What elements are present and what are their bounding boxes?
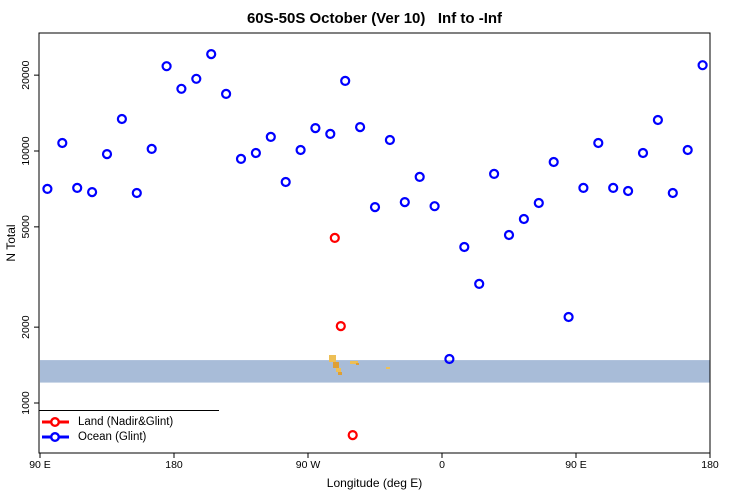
y-tick-label: 2000 [20, 315, 32, 339]
ocean-data-point [652, 114, 664, 126]
land-data-point [347, 430, 358, 441]
y-tick-label: 1000 [20, 391, 32, 415]
highlight-band [40, 360, 710, 383]
ocean-data-point [369, 202, 381, 213]
ocean-data-point [593, 137, 604, 149]
land-legend-symbol-icon [42, 416, 69, 427]
ocean-data-point [533, 197, 544, 209]
x-tick-label: 0 [439, 459, 445, 471]
chart-title: 60S-50S October (Ver 10) Inf to -Inf [246, 10, 503, 27]
ocean-data-point [101, 149, 113, 160]
y-axis-title: N Total [4, 224, 18, 262]
x-tick-label: 90 W [296, 459, 321, 471]
ocean-data-point [146, 143, 157, 154]
ocean-data-point [86, 187, 98, 198]
ocean-data-point [518, 213, 530, 225]
artifact-mark [336, 368, 341, 372]
ocean-data-point [72, 182, 83, 193]
artifact-mark [356, 363, 359, 365]
artifact-mark [386, 367, 390, 369]
ocean-data-point [191, 73, 202, 84]
x-tick-label: 90 E [29, 459, 51, 471]
ocean-data-point [206, 48, 217, 60]
ocean-data-point [265, 131, 276, 142]
y-tick-label: 20000 [20, 60, 32, 89]
ocean-data-point [131, 187, 142, 199]
ocean-data-point [399, 197, 410, 208]
ocean-data-point [622, 185, 634, 197]
ocean-data-point [503, 229, 515, 241]
ocean-data-point [340, 75, 351, 87]
ocean-data-point [176, 83, 187, 94]
ocean-data-point [116, 113, 128, 125]
legend-entry-ocean: Ocean (Glint) [41, 429, 219, 444]
ocean-data-point [682, 144, 693, 156]
ocean-data-point [325, 128, 336, 139]
y-tick-label: 10000 [20, 136, 32, 165]
ocean-data-point [235, 153, 247, 164]
ocean-data-point [489, 168, 500, 179]
artifact-mark [333, 362, 339, 368]
x-tick-label: 90 E [565, 459, 587, 471]
legend-label-ocean: Ocean (Glint) [78, 430, 147, 443]
ocean-data-point [384, 134, 395, 146]
ocean-data-point [444, 353, 455, 365]
ocean-data-point [697, 60, 708, 71]
ocean-data-point [459, 241, 470, 253]
plot-frame [38, 32, 711, 454]
ocean-data-point [429, 201, 440, 212]
ocean-legend-symbol-icon [42, 431, 69, 442]
x-tick-label: 180 [701, 459, 719, 471]
ocean-data-point [474, 278, 485, 289]
y-tick-label: 5000 [20, 215, 32, 239]
land-data-point [335, 321, 346, 332]
artifact-mark [350, 361, 358, 364]
ocean-data-point [295, 144, 306, 156]
ocean-data-point [578, 182, 589, 193]
artifact-mark [329, 355, 336, 362]
ocean-data-point [42, 183, 53, 194]
ocean-data-point [280, 176, 291, 188]
ocean-data-point [310, 123, 321, 134]
artifact-mark [338, 372, 342, 375]
x-tick-label: 180 [165, 459, 183, 471]
ocean-data-point [608, 182, 619, 193]
x-axis-title: Longitude (deg E) [326, 476, 423, 490]
ocean-data-point [563, 311, 574, 323]
ocean-data-point [667, 187, 678, 199]
ocean-data-point [221, 88, 232, 100]
land-data-point [329, 232, 340, 243]
legend-label-land: Land (Nadir&Glint) [78, 415, 174, 428]
ocean-data-point [414, 171, 425, 182]
ocean-data-point [57, 137, 68, 149]
ocean-data-point [161, 61, 172, 72]
chart-legend: Land (Nadir&Glint) Ocean (Glint) [39, 410, 219, 444]
ocean-data-point [355, 121, 366, 133]
legend-entry-land: Land (Nadir&Glint) [41, 414, 219, 429]
ocean-data-point [637, 147, 649, 159]
ocean-data-point [250, 147, 261, 159]
ocean-data-point [548, 156, 559, 168]
